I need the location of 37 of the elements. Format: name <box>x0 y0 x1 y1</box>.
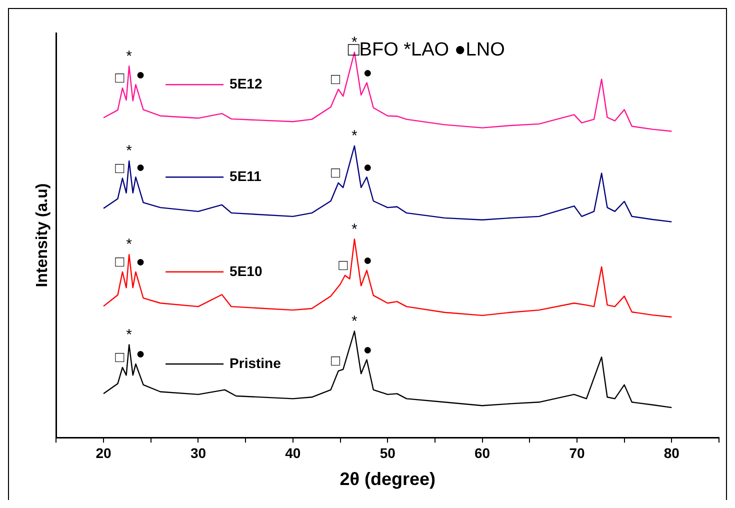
annotation: * <box>126 48 132 65</box>
legend-label: Pristine <box>230 354 282 371</box>
y-axis-title: Intensity (a.u) <box>34 183 52 288</box>
annotation: * <box>126 326 132 344</box>
annotation: * <box>126 142 132 160</box>
annotation: * <box>126 236 132 254</box>
x-tick-label: 40 <box>285 444 301 461</box>
legend-label: 5E10 <box>230 262 262 279</box>
annotation: * <box>352 220 358 238</box>
annotation: ● <box>136 158 145 176</box>
annotation: ● <box>136 346 145 363</box>
annotation: * <box>352 312 358 330</box>
annotation: □ <box>338 257 349 274</box>
annotation: □ <box>330 352 341 370</box>
x-tick-label: 20 <box>96 444 112 461</box>
annotation: □ <box>115 349 126 366</box>
x-tick-label: 60 <box>474 444 490 461</box>
annotation: ● <box>363 341 372 358</box>
x-tick-label: 80 <box>664 444 680 461</box>
x-tick-label: 30 <box>190 444 206 461</box>
annotation: □ <box>330 70 341 88</box>
annotation: □ <box>115 160 126 177</box>
annotation: ● <box>363 64 372 82</box>
annotation: □ <box>115 254 126 271</box>
x-tick-label: 50 <box>380 444 396 461</box>
annotation: ● <box>136 254 145 271</box>
annotation: □ <box>330 164 341 182</box>
annotation: * <box>352 128 358 145</box>
annotation: ● <box>363 252 372 270</box>
annotation: □ <box>115 70 126 87</box>
x-axis-title: 2θ (degree) <box>340 469 436 490</box>
annotation: * <box>352 34 358 51</box>
legend-label: 5E12 <box>230 75 262 92</box>
legend-label: 5E11 <box>230 168 262 184</box>
annotation: ● <box>136 66 145 84</box>
x-tick-label: 70 <box>569 444 585 461</box>
annotation: ● <box>363 158 372 176</box>
